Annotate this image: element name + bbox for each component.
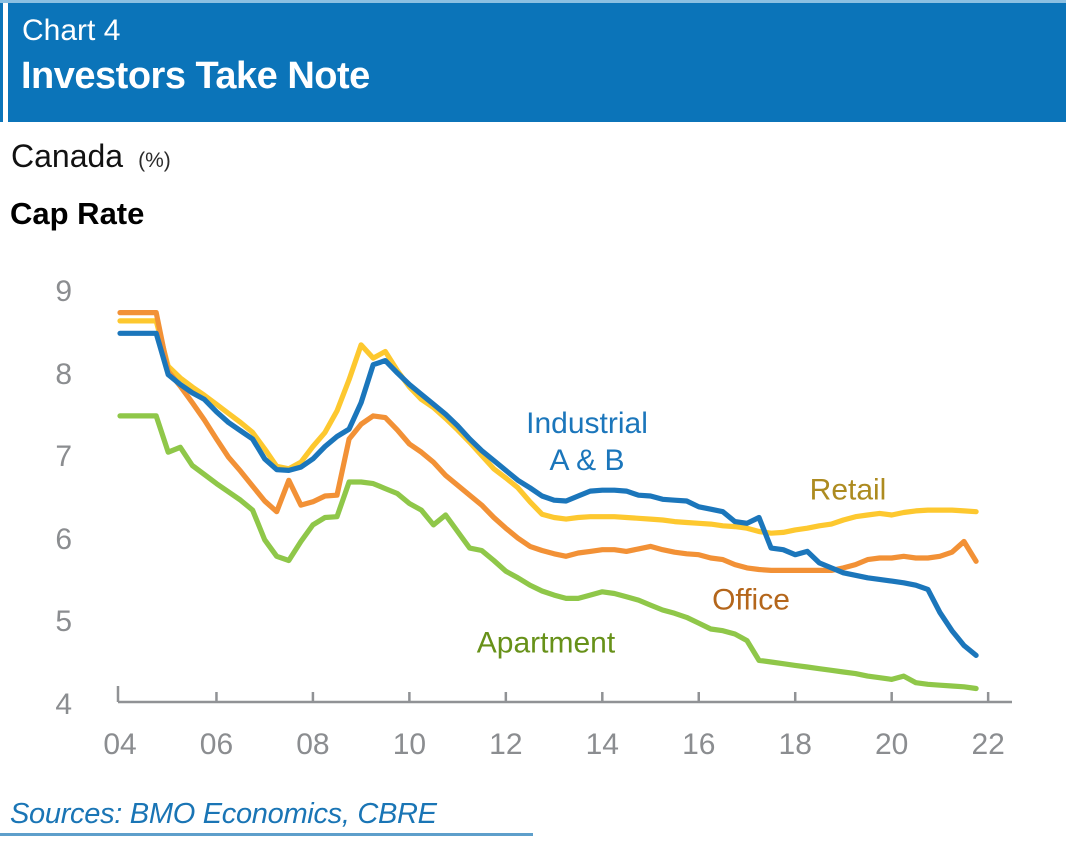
x-tick-label: 20 <box>874 728 909 761</box>
x-tick-label: 04 <box>103 728 137 761</box>
unit-label: (%) <box>138 149 171 172</box>
x-tick-label: 12 <box>489 728 523 761</box>
y-tick-label: 8 <box>55 357 72 391</box>
series-line-retail <box>117 318 979 536</box>
series-label-retail: Retail <box>809 473 887 507</box>
x-tick-label: 18 <box>778 728 812 761</box>
y-tick-label: 5 <box>55 605 72 639</box>
series-label-industrial-a-b: Industrial A & B <box>526 407 648 477</box>
x-tick-label: 10 <box>392 728 427 761</box>
series-label-apartment: Apartment <box>476 626 616 660</box>
y-tick-label: 6 <box>55 522 72 556</box>
chart-number-label: Chart 4 <box>22 14 121 47</box>
y-tick-label: 4 <box>55 688 72 721</box>
subtitle-region: Canada (%) <box>11 138 171 175</box>
top-border-line <box>0 0 1066 3</box>
title-banner: Chart 4 Investors Take Note <box>8 3 1066 122</box>
x-tick-label: 06 <box>199 728 234 761</box>
series-line-apartment <box>117 413 979 692</box>
page-title: Investors Take Note <box>21 55 370 97</box>
y-tick-label: 9 <box>55 275 72 308</box>
left-edge-accent <box>0 3 3 122</box>
y-tick-label: 7 <box>55 440 72 474</box>
region-label: Canada <box>11 138 124 174</box>
measure-label: Cap Rate <box>10 196 145 231</box>
x-tick-label: 14 <box>585 728 619 761</box>
x-tick-label: 16 <box>682 728 716 761</box>
series-line-industrial-a-b <box>117 330 979 659</box>
series-label-office: Office <box>712 583 790 617</box>
bottom-border-line <box>0 833 533 836</box>
sources-note: Sources: BMO Economics, CBRE <box>10 798 437 830</box>
x-tick-label: 08 <box>296 728 330 761</box>
x-tick-label: 22 <box>971 728 1005 761</box>
